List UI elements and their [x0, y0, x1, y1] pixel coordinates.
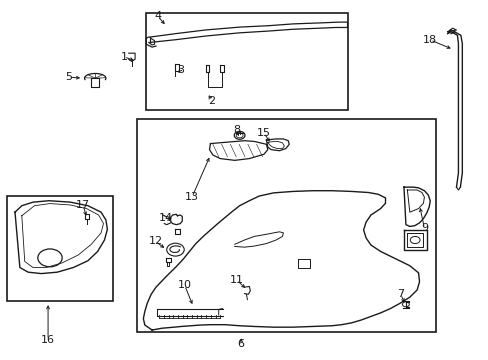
- Text: 9: 9: [420, 223, 427, 233]
- Bar: [146, 13, 347, 110]
- Text: 1: 1: [120, 52, 127, 62]
- Text: 13: 13: [184, 192, 199, 202]
- Text: 15: 15: [256, 128, 270, 138]
- Text: 12: 12: [148, 237, 162, 247]
- Text: 16: 16: [41, 335, 55, 345]
- Text: 8: 8: [233, 125, 240, 135]
- Text: 17: 17: [76, 200, 90, 210]
- Bar: [7, 196, 113, 301]
- Text: 11: 11: [229, 275, 243, 285]
- Text: 2: 2: [207, 96, 215, 106]
- Text: 10: 10: [177, 280, 191, 291]
- Text: 5: 5: [65, 72, 72, 82]
- Text: 6: 6: [237, 339, 244, 349]
- Bar: [136, 119, 435, 332]
- Text: 7: 7: [396, 289, 403, 299]
- Text: 4: 4: [154, 12, 161, 21]
- Text: 18: 18: [422, 35, 436, 45]
- Text: 3: 3: [177, 65, 183, 75]
- Text: 14: 14: [158, 212, 172, 222]
